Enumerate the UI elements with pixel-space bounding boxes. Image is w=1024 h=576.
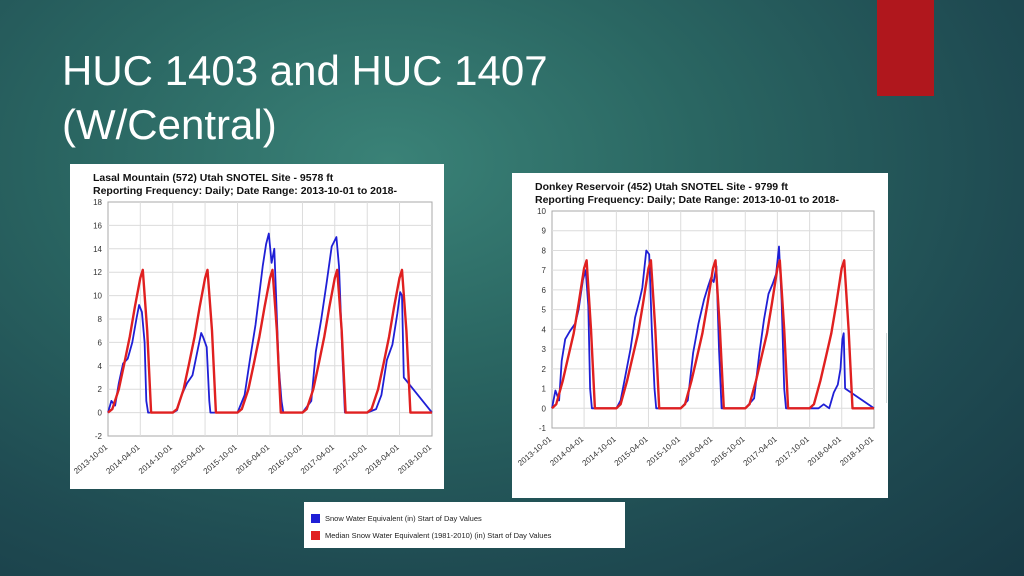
title-line-1: HUC 1403 and HUC 1407 xyxy=(62,47,548,94)
accent-bar xyxy=(877,0,934,96)
x-tick-label: 2016-04-01 xyxy=(677,434,715,468)
series-line-median xyxy=(107,268,432,414)
x-tick-label: 2014-10-01 xyxy=(137,442,175,476)
y-tick-label: 4 xyxy=(542,325,547,334)
slide-title: HUC 1403 and HUC 1407 (W/Central) xyxy=(62,44,762,152)
x-tick-label: 2013-10-01 xyxy=(516,434,554,468)
y-tick-label: 2 xyxy=(98,385,103,394)
y-tick-label: 6 xyxy=(98,338,103,347)
x-tick-label: 2014-04-01 xyxy=(548,434,586,468)
title-line-2: (W/Central) xyxy=(62,101,277,148)
y-tick-label: 6 xyxy=(542,286,547,295)
chart-title: Lasal Mountain (572) Utah SNOTEL Site - … xyxy=(93,172,334,184)
x-tick-label: 2018-04-01 xyxy=(806,434,844,468)
y-tick-label: 0 xyxy=(98,409,103,418)
legend-label-swe: Snow Water Equivalent (in) Start of Day … xyxy=(325,513,482,523)
y-tick-label: 8 xyxy=(98,315,103,324)
x-tick-label: 2016-10-01 xyxy=(267,442,305,476)
chart-lasal: Lasal Mountain (572) Utah SNOTEL Site - … xyxy=(72,172,434,476)
x-tick-label: 2015-10-01 xyxy=(202,442,240,476)
x-tick-label: 2015-04-01 xyxy=(613,434,651,468)
series-line-swe xyxy=(551,245,875,410)
y-tick-label: 3 xyxy=(542,345,547,354)
x-tick-label: 2015-10-01 xyxy=(645,434,683,468)
y-tick-label: -1 xyxy=(539,424,547,433)
series-line-median xyxy=(551,259,874,410)
x-tick-label: 2016-10-01 xyxy=(709,434,747,468)
y-tick-label: 9 xyxy=(542,227,547,236)
y-tick-label: 12 xyxy=(93,268,102,277)
legend-item-swe: Snow Water Equivalent (in) Start of Day … xyxy=(311,511,482,525)
x-tick-label: 2013-10-01 xyxy=(72,442,110,476)
chart-panel-donkey: Donkey Reservoir (452) Utah SNOTEL Site … xyxy=(512,173,888,498)
x-tick-label: 2016-04-01 xyxy=(234,442,272,476)
legend-label-median: Median Snow Water Equivalent (1981-2010)… xyxy=(325,530,552,540)
y-tick-label: 5 xyxy=(542,306,547,315)
y-tick-label: 2 xyxy=(542,365,547,374)
y-tick-label: 10 xyxy=(93,292,102,301)
x-tick-label: 2015-04-01 xyxy=(169,442,207,476)
legend-item-median: Median Snow Water Equivalent (1981-2010)… xyxy=(311,528,551,542)
x-tick-label: 2017-10-01 xyxy=(774,434,812,468)
chart-subtitle: Reporting Frequency: Daily; Date Range: … xyxy=(93,185,398,197)
chart-subtitle: Reporting Frequency: Daily; Date Range: … xyxy=(535,194,840,206)
x-tick-label: 2018-04-01 xyxy=(364,442,402,476)
chart-panel-lasal: Lasal Mountain (572) Utah SNOTEL Site - … xyxy=(70,164,444,489)
y-tick-label: 4 xyxy=(98,362,103,371)
x-tick-label: 2017-04-01 xyxy=(742,434,780,468)
y-tick-label: -2 xyxy=(95,432,103,441)
chart-title: Donkey Reservoir (452) Utah SNOTEL Site … xyxy=(535,181,789,193)
chart-donkey: Donkey Reservoir (452) Utah SNOTEL Site … xyxy=(516,181,876,468)
y-tick-label: 1 xyxy=(542,385,547,394)
x-tick-label: 2014-10-01 xyxy=(581,434,619,468)
y-tick-label: 14 xyxy=(93,245,102,254)
y-tick-label: 16 xyxy=(93,221,102,230)
y-tick-label: 8 xyxy=(542,246,547,255)
y-tick-label: 7 xyxy=(542,266,547,275)
y-tick-label: 0 xyxy=(542,404,547,413)
x-tick-label: 2017-10-01 xyxy=(331,442,369,476)
legend-swatch-swe xyxy=(311,513,320,523)
panel-edge-line xyxy=(886,333,887,403)
x-tick-label: 2017-04-01 xyxy=(299,442,337,476)
legend-swatch-median xyxy=(311,530,320,540)
x-tick-label: 2018-10-01 xyxy=(838,434,876,468)
chart-legend: Snow Water Equivalent (in) Start of Day … xyxy=(304,502,625,548)
x-tick-label: 2018-10-01 xyxy=(396,442,434,476)
x-tick-label: 2014-04-01 xyxy=(104,442,142,476)
y-tick-label: 18 xyxy=(93,198,102,207)
y-tick-label: 10 xyxy=(537,207,546,216)
